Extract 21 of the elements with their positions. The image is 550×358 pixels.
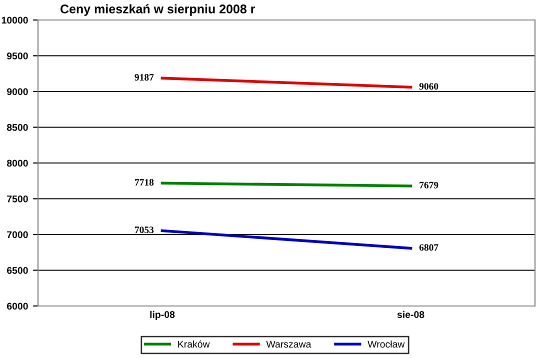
y-tick-label: 6000 (7, 302, 28, 310)
y-tick-label: 8500 (6, 124, 28, 131)
y-tick-label: 6500 (7, 266, 28, 274)
y-tick-label: 7000 (7, 231, 28, 238)
y-tick-label: 8000 (6, 160, 28, 167)
legend-label: Warszawa (266, 340, 312, 348)
data-label: 9187 (134, 74, 154, 81)
x-tick-label: lip-08 (150, 310, 175, 320)
y-tick-label: 10000 (2, 16, 28, 24)
data-label: 7718 (135, 179, 154, 186)
legend-label: Kraków (178, 340, 210, 348)
y-tick-label: 9000 (6, 88, 28, 96)
y-tick-label: 9500 (6, 52, 28, 60)
x-tick-label: sie-08 (397, 310, 424, 318)
legend-label: Wrocław (368, 340, 405, 348)
data-label: 9060 (419, 83, 438, 90)
chart-title: Ceny mieszkań w sierpniu 2008 r (60, 4, 256, 16)
y-tick-label: 7500 (7, 195, 28, 202)
data-label: 7679 (420, 182, 438, 188)
data-label: 7053 (135, 226, 154, 234)
data-label: 6807 (419, 244, 438, 251)
